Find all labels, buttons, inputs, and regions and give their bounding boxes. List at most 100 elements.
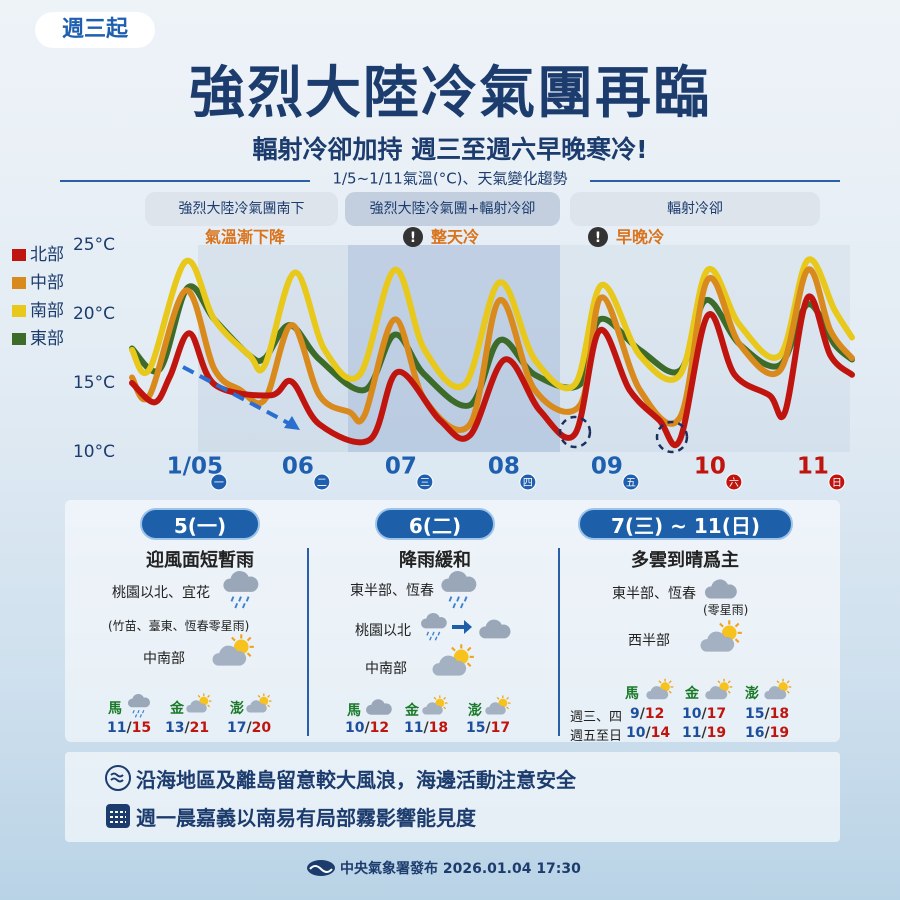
sun-cloud-icon (705, 677, 735, 701)
temp-sep: / (701, 706, 707, 722)
phase-note: 早晚冷 (616, 228, 664, 247)
region-note: (竹苗、臺東、恆春零星雨) (108, 619, 250, 633)
phase-box (345, 192, 560, 226)
temp: 9/12 (630, 706, 664, 722)
notes-box (65, 752, 840, 842)
temp: 16/19 (745, 725, 789, 741)
highlight-circle (655, 420, 689, 454)
island: 金 (170, 701, 184, 717)
y-tick-label: 15°C (73, 373, 115, 393)
row-label: 週三、四 (570, 710, 623, 725)
x-tick-label: 09 (591, 454, 623, 480)
x-tick-label: 08 (488, 454, 520, 480)
fog-icon (106, 804, 130, 828)
day-pill: 7(三) ~ 11(日) (578, 508, 793, 540)
temp: 15/18 (745, 706, 789, 722)
weekday-badge (416, 473, 434, 491)
temp-high: 18 (428, 720, 449, 736)
temp-high: 12 (644, 706, 665, 722)
x-tick-label: 1/05 (167, 454, 223, 480)
region: 東半部、恆春 (350, 583, 434, 599)
y-tick-label: 25°C (73, 235, 115, 255)
rain-icon (126, 694, 152, 718)
island: 澎 (468, 703, 482, 719)
island: 馬 (108, 701, 122, 717)
temp-low: 11 (107, 720, 127, 736)
legend-swatch (12, 305, 26, 317)
sun-cloud-icon (246, 692, 274, 714)
phase-note: 氣溫漸下降 (205, 228, 286, 247)
panel-title: 降雨緩和 (399, 550, 471, 571)
series-line (129, 256, 855, 392)
phase-label: 強烈大陸冷氣團+輻射冷卻 (370, 201, 536, 217)
highlight-circle (558, 415, 592, 449)
weekday: 四 (523, 478, 533, 489)
region: 中南部 (365, 661, 407, 677)
title: 強烈大陸冷氣團再臨 (189, 61, 711, 126)
temp-high: 15 (131, 720, 152, 736)
temp: 10/14 (626, 725, 670, 741)
temp-high: 19 (769, 725, 790, 741)
legend-label: 中部 (30, 273, 64, 293)
weekday: 日 (832, 478, 842, 489)
temp-high: 12 (369, 720, 390, 736)
wave-icon (105, 765, 131, 791)
weekday: 五 (626, 478, 636, 489)
temp-sep: / (485, 720, 491, 736)
sun-cloud-icon (212, 632, 258, 668)
series-line (129, 293, 855, 449)
temp-high: 19 (706, 725, 727, 741)
temp-low: 11 (682, 725, 702, 741)
rain-icon (420, 612, 448, 642)
weekday: 三 (420, 478, 430, 489)
sun-cloud-icon (764, 677, 794, 701)
temp-sep: / (701, 725, 707, 741)
sun-cloud-icon (485, 694, 513, 716)
temp-sep: / (184, 720, 190, 736)
legend-label: 北部 (30, 245, 64, 265)
temp-sep: / (645, 725, 651, 741)
weekday-badge (519, 473, 537, 491)
badge: 週三起 (35, 12, 155, 48)
alert-icon (403, 227, 423, 247)
x-tick-label: 07 (385, 454, 417, 480)
region-note: (零星雨) (703, 603, 749, 617)
note: 週一晨嘉義以南易有局部霧影響能見度 (136, 806, 476, 830)
temp-sep: / (126, 720, 132, 736)
phase-label: 輻射冷卻 (667, 201, 723, 217)
sun-cloud-icon (422, 694, 450, 716)
legend-swatch (12, 333, 26, 345)
alert-icon (588, 227, 608, 247)
temp: 11/15 (107, 720, 151, 736)
temp-low: 10 (626, 725, 646, 741)
day-pill: 6(二) (375, 508, 495, 540)
phase-label: 強烈大陸冷氣團南下 (179, 201, 305, 217)
weekday: 六 (729, 477, 739, 489)
temp: 10/12 (345, 720, 389, 736)
temp-low: 16 (745, 725, 765, 741)
alert-mark: ! (595, 230, 601, 246)
weekday: 二 (317, 478, 327, 489)
temp: 10/17 (682, 706, 726, 722)
weekday-badge (210, 473, 228, 491)
temp-sep: / (639, 706, 645, 722)
phase-box (145, 192, 338, 226)
temp-sep: / (246, 720, 252, 736)
subtitle: 輻射冷卻加持 週三至週六早晚寒冷! (252, 135, 648, 164)
island: 馬 (347, 703, 361, 719)
temp-low: 15 (745, 706, 765, 722)
legend-label: 東部 (30, 329, 64, 349)
temp-high: 20 (251, 720, 272, 736)
region: 西半部 (628, 633, 670, 649)
rain-icon (222, 570, 260, 610)
y-tick-label: 10°C (73, 442, 115, 462)
island: 金 (685, 686, 699, 702)
temp-sep: / (764, 706, 770, 722)
row-label: 週五至日 (570, 729, 623, 744)
temp-sep: / (364, 720, 370, 736)
temp-low: 10 (682, 706, 702, 722)
temp-low: 15 (466, 720, 486, 736)
island: 澎 (745, 686, 759, 702)
